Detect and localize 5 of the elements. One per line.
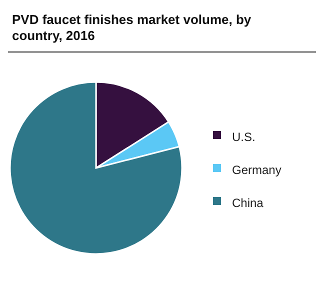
legend-label: Germany bbox=[232, 163, 282, 178]
legend-label: China bbox=[232, 196, 264, 210]
chart-title: PVD faucet finishes market volume, by country, 2016 bbox=[12, 12, 252, 43]
pie-slice bbox=[9, 81, 183, 255]
legend-label: U.S. bbox=[232, 130, 256, 144]
